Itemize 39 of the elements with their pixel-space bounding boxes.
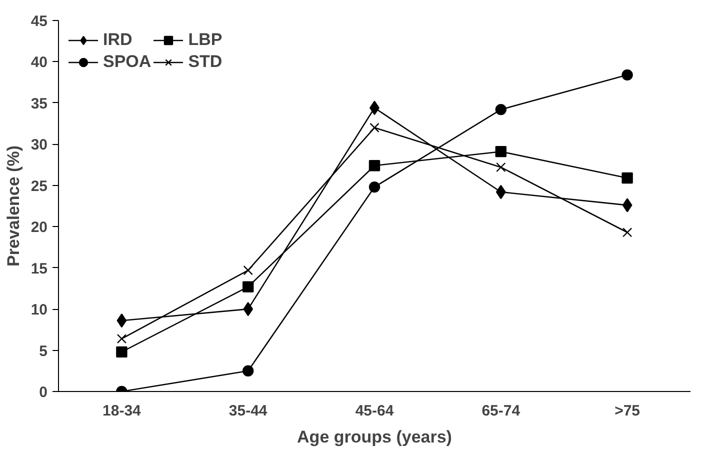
y-tick-label: 15	[30, 260, 48, 278]
y-tick-label: 10	[30, 302, 48, 319]
point	[622, 198, 632, 212]
point	[368, 160, 380, 172]
x-tick-label: 65-74	[482, 402, 521, 420]
x-tick-label: >75	[614, 402, 640, 420]
legend-label: LBP	[188, 30, 222, 50]
x-tick-label: 45-64	[355, 402, 394, 420]
y-tick-label: 30	[30, 136, 48, 154]
point	[622, 228, 632, 238]
point	[243, 302, 254, 316]
point	[116, 346, 128, 358]
y-tick-label: 5	[39, 342, 48, 360]
legend-label: SPOA	[103, 52, 152, 72]
legend-label: STD	[188, 52, 222, 72]
point	[622, 69, 633, 81]
x-tick-label: 18-34	[102, 402, 142, 420]
y-tick-label: 45	[30, 13, 48, 30]
y-tick-label: 40	[30, 54, 48, 72]
point	[368, 181, 380, 193]
point	[116, 334, 127, 344]
point	[496, 184, 506, 200]
point	[116, 314, 127, 328]
point	[243, 265, 253, 276]
point	[370, 122, 380, 133]
x-tick-label: 35-44	[228, 402, 268, 420]
point	[242, 365, 254, 376]
point	[495, 104, 506, 116]
point	[496, 162, 506, 172]
point	[242, 281, 254, 292]
y-tick-label: 25	[30, 178, 48, 195]
point	[622, 172, 633, 184]
y-axis-title: Prevalence (%)	[4, 146, 23, 266]
y-tick-label: 0	[39, 384, 48, 401]
point	[495, 146, 506, 158]
x-axis-title: Age groups (years)	[297, 428, 452, 446]
y-tick-label: 20	[30, 219, 48, 236]
y-tick-label: 35	[30, 95, 48, 112]
legend-label: IRD	[103, 30, 132, 50]
